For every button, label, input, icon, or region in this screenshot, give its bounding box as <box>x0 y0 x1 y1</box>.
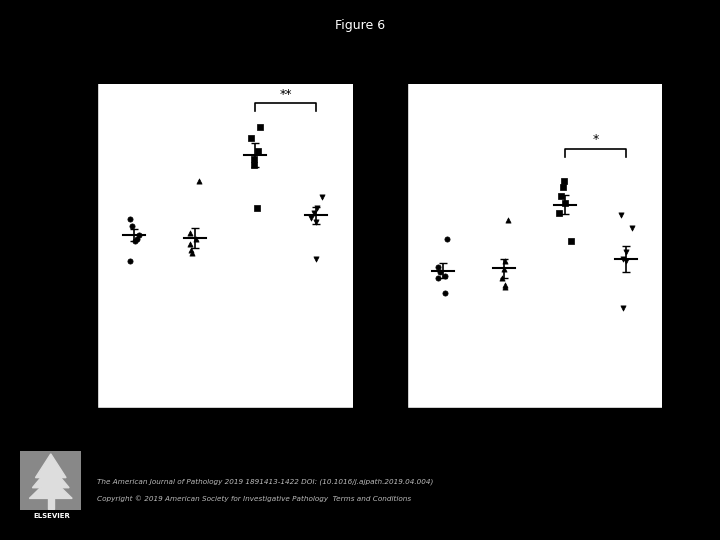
Point <box>133 231 145 239</box>
Text: B: B <box>369 74 382 92</box>
Point <box>310 254 322 263</box>
Text: ELSEVIER: ELSEVIER <box>33 513 71 519</box>
Point <box>500 280 511 289</box>
Point <box>186 249 198 258</box>
Point <box>190 235 202 244</box>
Point <box>310 218 321 226</box>
Text: A: A <box>59 74 73 92</box>
Point <box>555 192 567 200</box>
Point <box>553 209 564 218</box>
Text: Figure 6: Figure 6 <box>335 19 385 32</box>
Y-axis label: TNF-α (pg)/Protein (mg): TNF-α (pg)/Protein (mg) <box>50 188 59 303</box>
Point <box>317 193 328 201</box>
Point <box>565 237 577 246</box>
Point <box>559 198 571 207</box>
Point <box>620 248 631 256</box>
Point <box>184 228 196 237</box>
Point <box>248 155 259 164</box>
Point <box>184 239 196 248</box>
Point <box>124 214 135 223</box>
Point <box>433 274 444 282</box>
Polygon shape <box>32 465 69 488</box>
Point <box>432 263 444 272</box>
Text: The American Journal of Pathology 2019 1891413-1422 DOI: (10.1016/j.ajpath.2019.: The American Journal of Pathology 2019 1… <box>97 478 433 484</box>
Point <box>129 237 140 246</box>
Point <box>124 256 135 265</box>
Point <box>245 133 256 142</box>
Point <box>248 160 259 169</box>
Point <box>434 267 446 276</box>
Point <box>305 213 317 222</box>
Point <box>499 282 510 291</box>
Point <box>498 265 509 274</box>
Point <box>131 235 143 244</box>
Point <box>499 256 510 265</box>
Bar <box>48 494 54 509</box>
Point <box>621 256 632 265</box>
Point <box>557 183 569 192</box>
Y-axis label: IL-6 (pg)/Protein (mg): IL-6 (pg)/Protein (mg) <box>359 193 369 298</box>
Point <box>253 146 264 155</box>
Point <box>311 204 323 212</box>
Text: **: ** <box>279 87 292 100</box>
Point <box>251 204 263 212</box>
Point <box>503 215 514 224</box>
Point <box>439 272 451 280</box>
Point <box>193 177 204 185</box>
Polygon shape <box>30 477 72 498</box>
Point <box>497 274 508 282</box>
Point <box>439 289 451 298</box>
Point <box>186 246 197 254</box>
Point <box>618 304 629 313</box>
Point <box>253 123 265 131</box>
Point <box>626 224 637 233</box>
Point <box>441 235 453 244</box>
Polygon shape <box>35 454 66 477</box>
Point <box>558 177 570 185</box>
Text: Copyright © 2019 American Society for Investigative Pathology  Terms and Conditi: Copyright © 2019 American Society for In… <box>97 496 411 502</box>
Point <box>617 254 629 263</box>
Text: *: * <box>593 133 598 146</box>
Point <box>308 209 320 218</box>
Point <box>127 222 138 231</box>
Point <box>615 211 626 220</box>
